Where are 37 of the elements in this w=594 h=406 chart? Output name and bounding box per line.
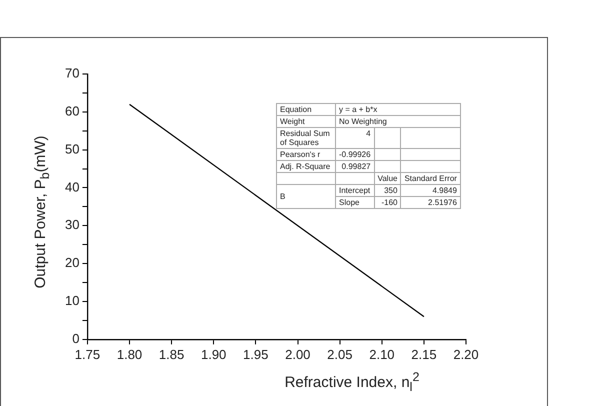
annotation: 2.51976 <box>400 196 460 208</box>
annotation: Equation <box>276 104 336 116</box>
annotation: Adj. R-Square <box>276 160 336 172</box>
annotation: Intercept <box>336 184 374 196</box>
annotation: No Weighting <box>336 116 460 128</box>
y-tick-label: 60 <box>64 103 80 118</box>
x-tick-label: 2.05 <box>327 346 352 362</box>
annotation: Slope <box>336 196 374 208</box>
annotation: B <box>276 184 336 208</box>
annotation: Residual Sum of Squares <box>276 128 336 148</box>
y-tick-label: 20 <box>64 255 80 270</box>
annotation: y = a + b*x <box>336 104 460 116</box>
x-tick-label: 2.10 <box>369 346 395 362</box>
annotation: Value <box>374 172 401 184</box>
annotation: 4.9849 <box>400 184 460 196</box>
y-tick-label: 10 <box>64 293 80 308</box>
x-tick-label: 2.00 <box>285 346 310 362</box>
y-tick-label: 50 <box>64 141 80 156</box>
annotation: 350 <box>374 184 401 196</box>
x-tick-label: 2.15 <box>411 346 437 362</box>
x-tick-label: 2.20 <box>453 346 479 362</box>
y-tick-label: 0 <box>72 330 80 346</box>
annotation: Pearson's r <box>276 148 336 160</box>
annotation: -160 <box>374 196 401 208</box>
x-tick-label: 1.90 <box>200 346 226 362</box>
annotation: 0.99827 <box>336 160 374 172</box>
annotation: Standard Error <box>400 172 460 184</box>
annotation: Weight <box>276 116 336 128</box>
x-tick-label: 1.75 <box>74 346 100 362</box>
annotation: 4 <box>336 128 374 148</box>
x-tick-label: 1.85 <box>158 346 184 362</box>
x-tick-label: 1.80 <box>116 346 142 362</box>
y-tick-label: 70 <box>64 66 80 81</box>
annotation: -0.99926 <box>336 148 374 160</box>
x-tick-label: 1.95 <box>243 346 268 362</box>
y-tick-label: 40 <box>64 179 80 194</box>
y-tick-label: 30 <box>64 217 80 232</box>
